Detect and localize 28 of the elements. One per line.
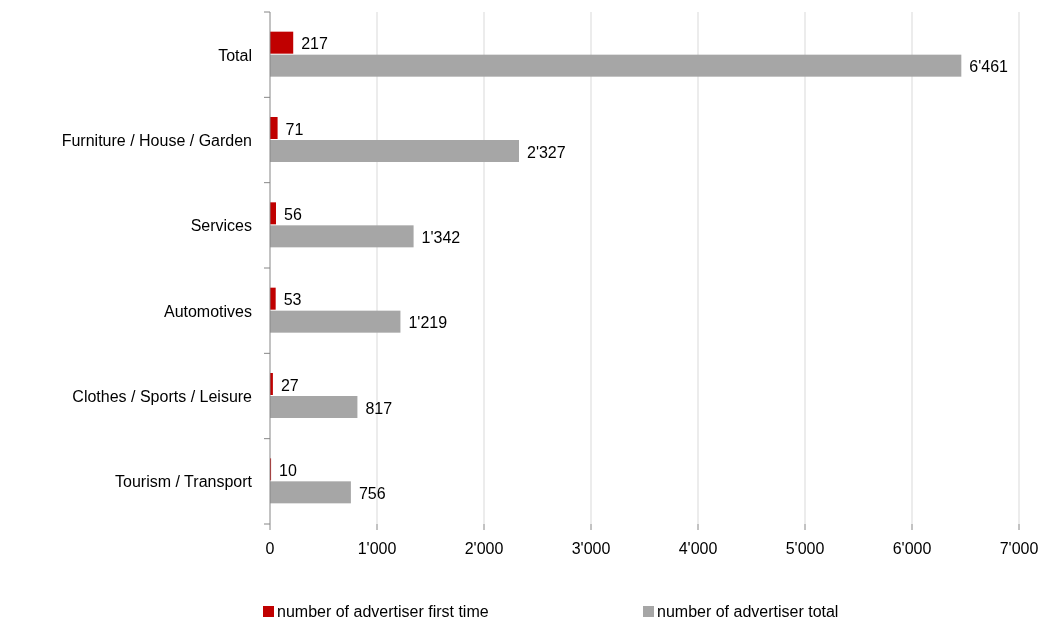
x-tick-label: 3'000 [571,540,611,557]
data-label: 1'219 [408,314,448,332]
y-tick-label: Furniture / House / Garden [61,132,252,149]
y-tick-label: Automotives [163,302,252,320]
legend-label: number of advertiser first time [277,603,489,620]
x-tick-label: 6'000 [892,540,932,557]
x-tick-label: 2'000 [464,540,504,557]
y-tick-label: Total [218,46,252,64]
x-tick-label: 4'000 [678,540,718,557]
y-tick-label: Clothes / Sports / Leisure [72,388,253,405]
data-label: 6'461 [969,58,1009,76]
x-tick-label: 0 [265,540,275,557]
y-tick-label: Tourism / Transport [115,473,253,491]
data-label: 53 [283,291,302,309]
data-label: 10 [279,461,297,479]
data-label: 817 [365,399,393,417]
data-label: 756 [358,484,386,502]
legend-label: number of advertiser total [657,603,839,620]
x-tick-label: 5'000 [785,540,825,557]
data-label: 1'342 [421,228,461,246]
data-label: 56 [283,205,302,223]
y-tick-label: Services [190,217,252,235]
x-tick-label: 1'000 [357,540,397,557]
data-label: 217 [301,35,329,53]
x-tick-label: 7'000 [999,540,1039,557]
data-label: 2'327 [526,143,566,161]
data-label: 27 [280,376,299,394]
data-label: 71 [285,120,304,138]
